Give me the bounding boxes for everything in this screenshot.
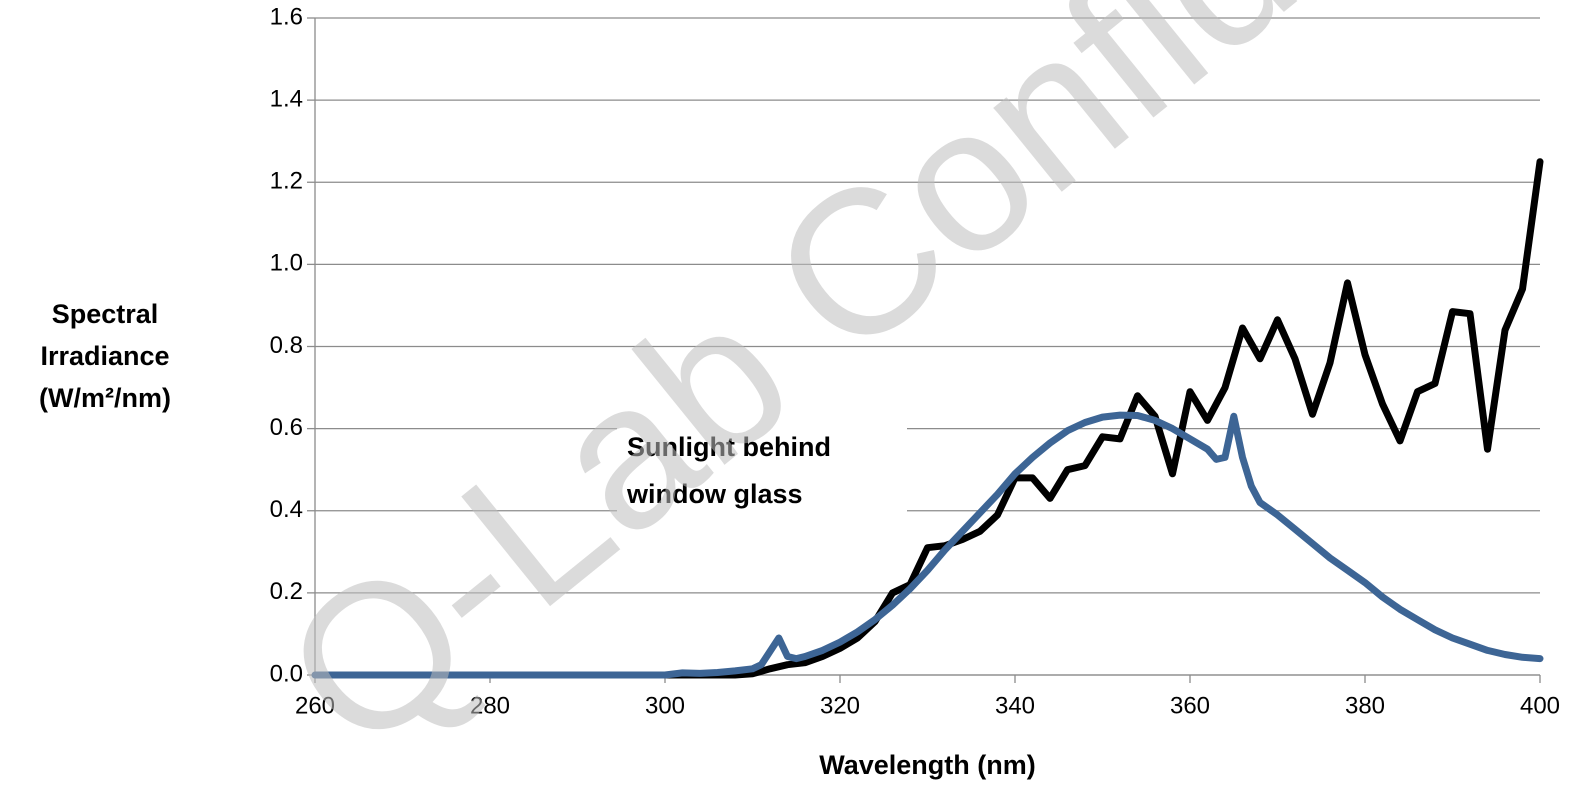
y-tick-label: 1.6: [270, 3, 303, 30]
y-tick-label: 1.4: [270, 85, 303, 112]
y-tick-label: 0.4: [270, 496, 303, 523]
x-tick-label: 340: [995, 692, 1035, 719]
y-axis-label: (W/m²/nm): [39, 383, 171, 413]
watermark: Q-Lab Confidential: [244, 0, 1575, 792]
x-tick-label: 260: [295, 692, 335, 719]
y-axis-label: Irradiance: [40, 341, 169, 371]
x-tick-label: 320: [820, 692, 860, 719]
y-tick-label: 0.6: [270, 414, 303, 441]
y-tick-label: 0.8: [270, 332, 303, 359]
y-tick-label: 1.2: [270, 168, 303, 195]
y-tick-label: 1.0: [270, 250, 303, 277]
x-axis-label: Wavelength (nm): [819, 750, 1036, 780]
x-tick-label: 280: [470, 692, 510, 719]
annotation-box: [617, 422, 907, 522]
x-tick-label: 400: [1520, 692, 1560, 719]
annotation: window glass: [626, 479, 803, 509]
y-tick-label: 0.0: [270, 660, 303, 687]
line-series: [311, 411, 1544, 679]
y-tick-label: 0.2: [270, 578, 303, 605]
x-tick-label: 300: [645, 692, 685, 719]
annotation: Sunlight behind: [627, 432, 831, 462]
line-series: [626, 158, 1544, 679]
x-tick-label: 380: [1345, 692, 1385, 719]
y-axis-label: Spectral: [52, 299, 159, 329]
x-tick-label: 360: [1170, 692, 1210, 719]
